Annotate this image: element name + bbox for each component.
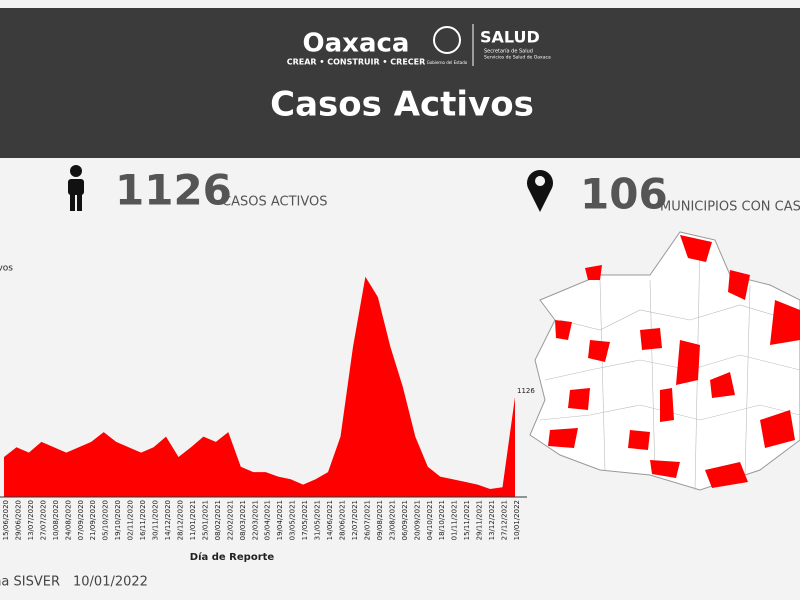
person-icon <box>68 165 84 211</box>
x-tick-label: 27/12/2021 <box>501 500 509 540</box>
x-tick-label: 14/06/2021 <box>326 500 334 540</box>
x-tick-label: 06/09/2021 <box>401 500 409 540</box>
x-tick-label: 10/01/2022 <box>513 500 521 540</box>
page-title: Casos Activos <box>270 85 534 125</box>
x-tick-label: 13/12/2021 <box>488 500 496 540</box>
slogan: CREAR • CONSTRUIR • CRECER <box>287 58 426 67</box>
x-tick-label: 15/11/2021 <box>463 500 471 540</box>
coat-of-arms <box>433 26 461 54</box>
x-tick-label: 29/06/2020 <box>14 500 22 540</box>
x-tick-label: 20/09/2021 <box>413 500 421 540</box>
x-tick-label: 04/10/2021 <box>426 500 434 540</box>
x-tick-label: 19/04/2021 <box>276 500 284 540</box>
x-tick-label: 22/02/2021 <box>226 500 234 540</box>
x-tick-label: 05/10/2020 <box>102 500 110 540</box>
x-tick-label: 26/07/2021 <box>363 500 371 540</box>
x-tick-label: 19/10/2020 <box>114 500 122 540</box>
x-tick-label: 14/12/2020 <box>164 500 172 540</box>
x-tick-label: 29/11/2021 <box>476 500 484 540</box>
x-tick-label: 15/06/2020 <box>2 500 10 540</box>
x-tick-label: 01/11/2021 <box>451 500 459 540</box>
x-tick-label: 27/07/2020 <box>39 500 47 540</box>
x-tick-label: 30/11/2020 <box>152 500 160 540</box>
x-tick-label: 12/07/2021 <box>351 500 359 540</box>
x-tick-label: 11/01/2021 <box>189 500 197 540</box>
municipalities-label: MUNICIPIOS CON CASOS <box>660 200 800 215</box>
x-tick-label: 07/09/2020 <box>77 500 85 540</box>
health-line1: Secretaría de Salud <box>484 48 533 55</box>
x-tick-label: 21/09/2020 <box>89 500 97 540</box>
chart: 15/06/2020 29/06/2020 13/07/2020 27/07/2020… <box>0 264 535 563</box>
x-tick-label: 02/11/2020 <box>127 500 135 540</box>
x-tick-label: 05/04/2021 <box>264 500 272 540</box>
x-tick-label: 16/11/2020 <box>139 500 147 540</box>
x-tick-label: 28/12/2020 <box>176 500 184 540</box>
x-tick-label: 24/08/2020 <box>64 500 72 540</box>
health-line2: Servicios de Salud de Oaxaca <box>484 55 551 61</box>
x-tick-label: 28/06/2021 <box>339 500 347 540</box>
x-tick-label: 18/10/2021 <box>438 500 446 540</box>
x-tick-label: 10/08/2020 <box>52 500 60 540</box>
government: Gobierno del Estado <box>427 60 468 65</box>
municipalities-value: 106 <box>580 170 668 219</box>
x-axis-title: Día de Reporte <box>190 551 275 563</box>
x-tick-label: 22/03/2021 <box>251 500 259 540</box>
x-tick-label: 03/05/2021 <box>289 500 297 540</box>
map <box>529 231 800 491</box>
area <box>4 276 515 497</box>
active-cases-value: 1126 <box>115 166 232 215</box>
x-tick-label: 31/05/2021 <box>314 500 322 540</box>
x-tick-label: 08/03/2021 <box>239 500 247 540</box>
header-bar <box>0 8 800 158</box>
health: SALUD <box>480 28 540 47</box>
x-tick-label: 17/05/2021 <box>301 500 309 540</box>
footer-source: Fuente: Plataforma SISVER <box>0 575 60 590</box>
x-tick-label: 23/08/2021 <box>388 500 396 540</box>
x-tick-label: 13/07/2020 <box>27 500 35 540</box>
x-tick-label: 08/02/2021 <box>214 500 222 540</box>
brand: Oaxaca <box>303 29 410 59</box>
x-tick-label: 25/01/2021 <box>201 500 209 540</box>
footer-date: 10/01/2022 <box>73 575 148 590</box>
y-axis-title: Casos Activos <box>0 264 13 274</box>
active-cases-label: CASOS ACTIVOS <box>222 195 328 210</box>
x-tick-label: 09/08/2021 <box>376 500 384 540</box>
value-label: 1126 <box>517 387 535 395</box>
pin-icon <box>527 170 553 212</box>
